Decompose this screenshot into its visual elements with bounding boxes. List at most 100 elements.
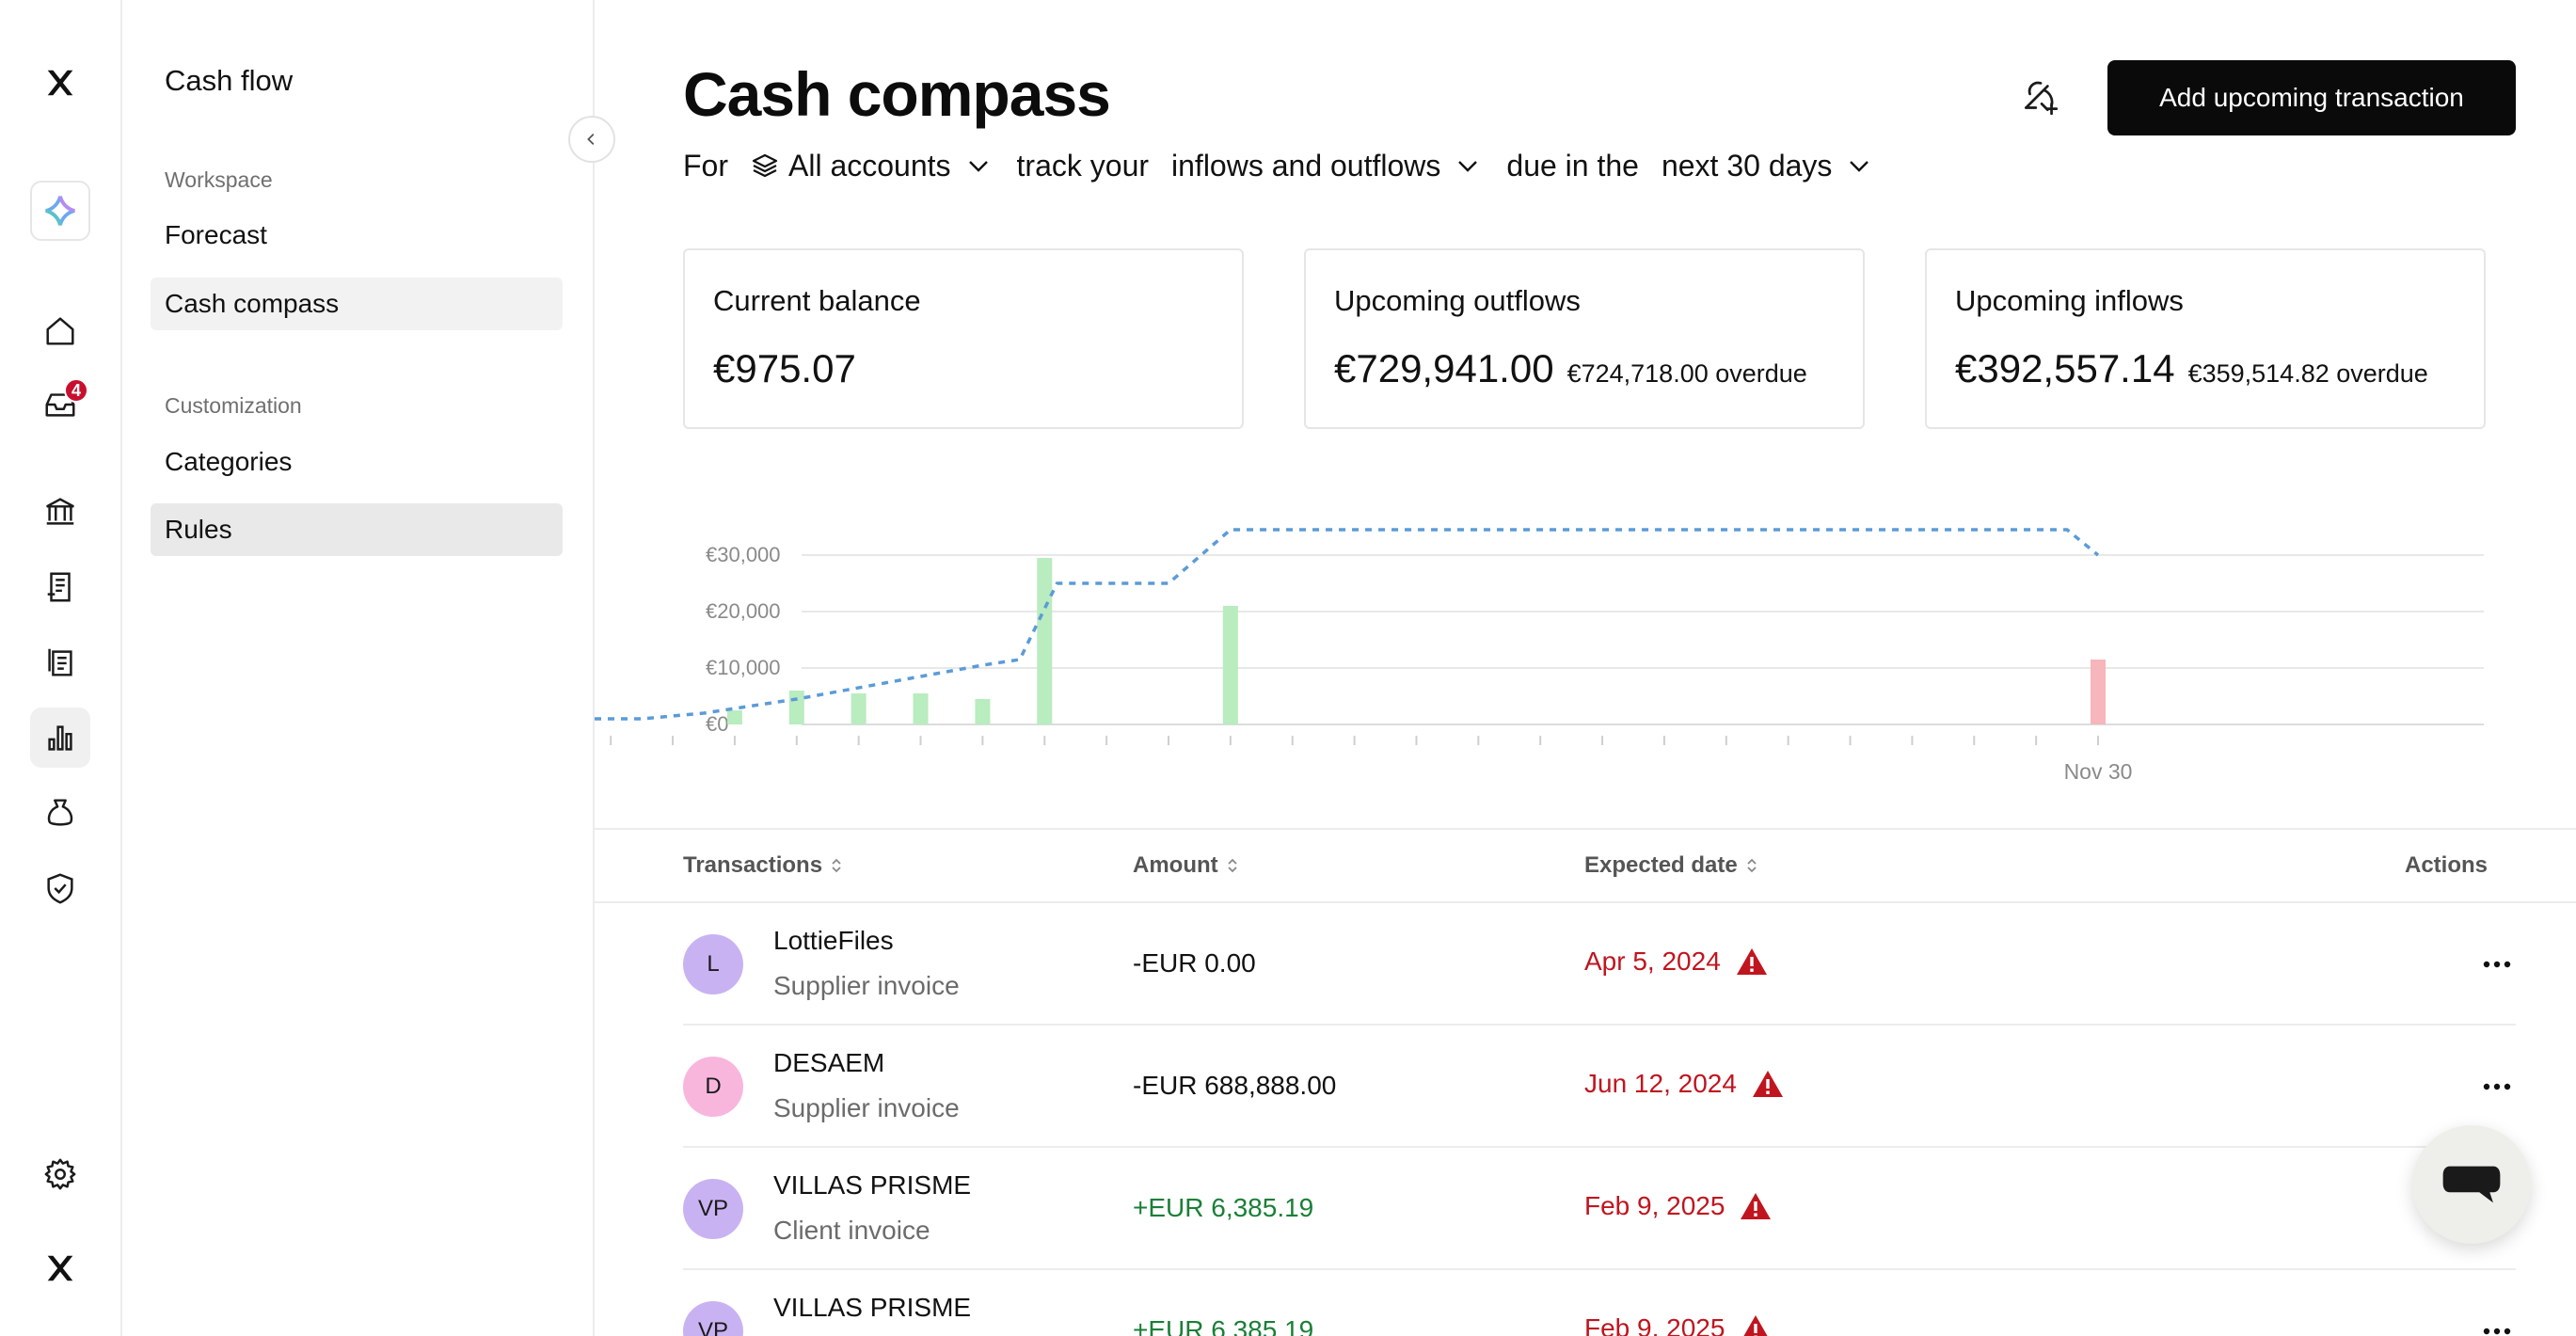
sort-icon xyxy=(1747,858,1757,873)
icon-rail: 4 xyxy=(0,0,122,1336)
chart-balance-line xyxy=(595,528,2100,721)
avatar: D xyxy=(683,1057,743,1117)
sort-icon xyxy=(1228,858,1237,873)
alert-settings-button[interactable] xyxy=(2015,72,2064,120)
sort-icon xyxy=(832,858,841,873)
bell-add-icon xyxy=(2025,81,2059,116)
upcoming-outflows-value: €729,941.00 xyxy=(1334,346,1554,390)
chart-x-end-label: Nov 30 xyxy=(2064,759,2133,784)
chart-inflow-bar xyxy=(913,693,929,724)
chat-bubble-icon xyxy=(2442,1166,2501,1203)
current-balance-label: Current balance xyxy=(713,284,921,317)
column-header-transactions[interactable]: Transactions xyxy=(683,852,843,879)
upcoming-inflows-value-wrap: €392,557.14 €359,514.82 overdue xyxy=(1955,346,2428,391)
flow-type-dropdown-value: inflows and outflows xyxy=(1171,148,1441,183)
transaction-type: Supplier invoice xyxy=(773,971,960,1000)
transaction-amount: -EUR 688,888.00 xyxy=(1133,1071,1337,1100)
upcoming-outflows-overdue: €724,718.00 overdue xyxy=(1566,359,1807,388)
filter-due-text: due in the xyxy=(1506,148,1639,183)
inbox-icon[interactable]: 4 xyxy=(30,374,90,435)
avatar-initials: D xyxy=(705,1074,722,1099)
brand-logo-icon[interactable] xyxy=(30,1238,90,1298)
collapse-sidebar-button[interactable] xyxy=(568,116,615,163)
more-horizontal-icon xyxy=(2483,961,2511,968)
column-header-amount[interactable]: Amount xyxy=(1133,852,1239,879)
settings-icon[interactable] xyxy=(30,1144,90,1204)
avatar: VP xyxy=(683,1301,743,1336)
documents-icon[interactable] xyxy=(30,632,90,692)
organization-logo-icon[interactable] xyxy=(30,181,90,241)
upcoming-outflows-label: Upcoming outflows xyxy=(1334,284,1581,317)
sidebar-item-cash-compass[interactable]: Cash compass xyxy=(151,278,563,330)
table-row[interactable]: L LottieFiles Supplier invoice -EUR 0.00 Apr… xyxy=(683,903,2516,1026)
upcoming-outflows-card: Upcoming outflows €729,941.00 €724,718.00… xyxy=(1304,248,1865,429)
brand-logo-icon[interactable] xyxy=(30,53,90,113)
period-dropdown[interactable]: next 30 days xyxy=(1662,149,1871,183)
invoices-icon[interactable] xyxy=(30,557,90,617)
current-balance-value: €975.07 xyxy=(713,346,856,390)
sidebar-section-customization: Customization xyxy=(165,393,302,418)
chart-inflow-bar xyxy=(1037,558,1053,724)
expected-date-value: Feb 9, 2025 xyxy=(1584,1191,1725,1220)
page-title: Cash compass xyxy=(683,59,1111,129)
table-row[interactable]: D DESAEM Supplier invoice -EUR 688,888.00 Ju… xyxy=(683,1026,2516,1148)
transaction-name: VILLAS PRISME xyxy=(773,1170,972,1200)
cash-flow-sidebar: Cash flow Workspace Forecast Cash compas… xyxy=(122,0,595,1336)
main-content: Cash compass Add upcoming transaction Fo… xyxy=(595,0,2576,1336)
expected-date: Feb 9, 2025 xyxy=(1584,1191,1772,1221)
sidebar-item-rules[interactable]: Rules xyxy=(151,503,563,556)
column-header-actions: Actions xyxy=(2405,852,2489,878)
cash-flow-chart-icon[interactable] xyxy=(30,708,90,768)
warning-icon xyxy=(1752,1071,1783,1097)
bank-icon[interactable] xyxy=(30,482,90,542)
expected-date: Apr 5, 2024 xyxy=(1584,946,1768,977)
avatar-initials: VP xyxy=(697,1196,728,1221)
chart-inflow-bar xyxy=(726,710,742,724)
transaction-name: LottieFiles xyxy=(773,926,894,955)
warning-icon xyxy=(1736,948,1767,975)
transaction-type: Supplier invoice xyxy=(773,1093,960,1122)
add-upcoming-transaction-button[interactable]: Add upcoming transaction xyxy=(2107,60,2516,135)
flow-type-dropdown[interactable]: inflows and outflows xyxy=(1171,149,1480,183)
chart-y-tick-label: €30,000 xyxy=(706,543,781,566)
upcoming-inflows-label: Upcoming inflows xyxy=(1955,284,2184,317)
expected-date: Feb 9, 2025 xyxy=(1584,1313,1772,1336)
row-actions-button[interactable] xyxy=(2478,1073,2516,1101)
transaction-name: VILLAS PRISME xyxy=(773,1293,972,1322)
column-header-transactions-label: Transactions xyxy=(683,852,823,878)
upcoming-inflows-overdue: €359,514.82 overdue xyxy=(2187,359,2428,388)
accounts-dropdown-value: All accounts xyxy=(788,148,951,183)
upcoming-outflows-value-wrap: €729,941.00 €724,718.00 overdue xyxy=(1334,346,1807,391)
avatar: L xyxy=(683,934,743,994)
chart-outflow-bar xyxy=(2091,660,2106,724)
accounts-dropdown[interactable]: All accounts xyxy=(751,149,991,183)
home-icon[interactable] xyxy=(30,301,90,361)
more-horizontal-icon xyxy=(2483,1083,2511,1090)
upcoming-inflows-card: Upcoming inflows €392,557.14 €359,514.82 … xyxy=(1925,248,2486,429)
shield-icon[interactable] xyxy=(30,858,90,918)
chart-y-tick-label: €20,000 xyxy=(706,599,781,623)
chart-inflow-bar xyxy=(851,693,867,724)
filter-track-text: track your xyxy=(1016,148,1150,183)
chart-y-tick-label: €10,000 xyxy=(706,656,781,679)
row-actions-button[interactable] xyxy=(2478,1317,2516,1336)
transaction-amount: +EUR 6,385.19 xyxy=(1133,1193,1314,1222)
chat-support-button[interactable] xyxy=(2412,1125,2531,1244)
sidebar-item-forecast[interactable]: Forecast xyxy=(165,220,267,249)
chart-y-tick-label: €0 xyxy=(706,712,728,736)
expected-date-value: Feb 9, 2025 xyxy=(1584,1313,1725,1336)
chevron-left-icon xyxy=(587,133,595,146)
column-header-amount-label: Amount xyxy=(1133,852,1218,878)
column-header-expected-date[interactable]: Expected date xyxy=(1584,852,1758,879)
more-horizontal-icon xyxy=(2483,1328,2511,1335)
layers-icon xyxy=(752,153,778,178)
chart-inflow-bar xyxy=(1222,606,1238,724)
row-actions-button[interactable] xyxy=(2478,950,2516,978)
savings-icon[interactable] xyxy=(30,783,90,843)
sidebar-item-categories[interactable]: Categories xyxy=(165,447,293,476)
chevron-down-icon xyxy=(1458,161,1478,172)
warning-icon xyxy=(1743,1315,1769,1336)
avatar: VP xyxy=(683,1179,743,1239)
